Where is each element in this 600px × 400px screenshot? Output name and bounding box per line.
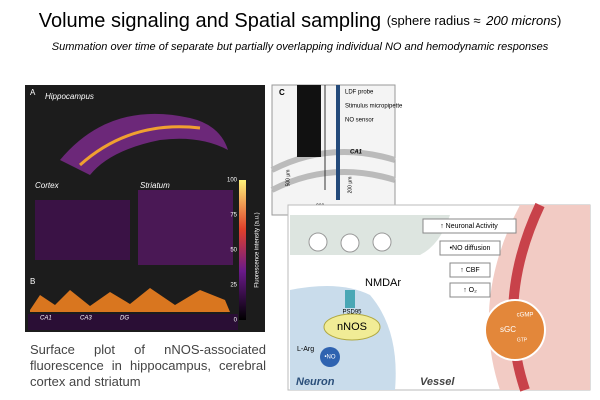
region-label: Cortex [35, 181, 60, 190]
ldf-probe [297, 85, 321, 157]
title-main: Volume signaling and Spatial sampling [39, 10, 381, 32]
no-molecule [320, 347, 340, 367]
cgmp-label: cGMP [517, 313, 534, 319]
colorbar-tick: 100 [227, 178, 238, 184]
vessel-wall [508, 202, 545, 392]
nnos [323, 313, 381, 341]
vessel-label: Vessel [420, 376, 455, 388]
scaffold-label: PSD95 [342, 310, 362, 316]
neuron-label: Neuron [296, 376, 335, 388]
panel-b-strip [28, 314, 238, 330]
step-box [449, 282, 491, 298]
title-note-close: ) [557, 13, 561, 28]
step-box [439, 240, 501, 256]
receptor-label: NMDAr [365, 277, 401, 289]
region-label: CA1 [350, 150, 363, 156]
region-label: Hippocampus [45, 92, 94, 101]
zoom-circle [484, 299, 546, 361]
probe-label: NO sensor [345, 118, 374, 124]
colorbar-tick: 25 [230, 283, 237, 289]
enzyme-label: nNOS [337, 321, 367, 333]
colorbar [239, 180, 246, 320]
hippocampus-peaks [78, 125, 201, 167]
colorbar-ticks: 100 75 50 25 0 [227, 178, 238, 324]
substrate-label: L-Arg [297, 346, 314, 353]
no-sensor [336, 85, 340, 200]
cortex-plot [35, 200, 130, 260]
panel-label: C [279, 88, 285, 97]
panel-label: B [30, 277, 35, 286]
presynaptic [290, 215, 450, 255]
dimension-label: 200 µm [347, 177, 353, 194]
panel-label: A [30, 88, 36, 97]
dimension-label: 500 µm [285, 170, 291, 187]
no-label: •NO [324, 355, 335, 361]
step-label: ↑ CBF [460, 267, 479, 274]
vesicle [308, 232, 328, 252]
striatum-plot [138, 190, 233, 265]
title-note: (sphere radius ≈ [387, 13, 481, 28]
step-label: ↑ Neuronal Activity [440, 223, 498, 230]
caption: Surface plot of nNOS-associated fluoresc… [30, 342, 266, 389]
colorbar-title: Fluorescence intensity (a.u.) [255, 212, 261, 287]
subtitle: Summation over time of separate but part… [52, 41, 549, 53]
region-label: DG [120, 316, 129, 322]
probe-label: LDF probe [345, 90, 374, 96]
step-label: ↑ O₂ [463, 287, 477, 294]
colorbar-tick: 0 [234, 318, 238, 324]
step-box [449, 262, 491, 278]
vesicle [372, 232, 392, 252]
tissue-band [270, 149, 396, 193]
region-label: CA1 [40, 316, 52, 322]
gtp-label: GTP [517, 337, 528, 343]
sgc-label: sGC [500, 325, 516, 334]
title: Volume signaling and Spatial sampling (s… [39, 10, 562, 32]
vesicle [340, 233, 360, 253]
colorbar-tick: 75 [230, 213, 237, 219]
region-label: CA3 [80, 316, 92, 322]
region-label: Striatum [140, 181, 170, 190]
step-box [422, 218, 517, 234]
colorbar-tick: 50 [230, 248, 237, 254]
step-label: •NO diffusion [450, 245, 491, 252]
probe-label: Stimulus micropipette [345, 104, 403, 110]
profile-plot [30, 288, 230, 312]
hippocampus-plot [60, 113, 228, 175]
receptor [345, 290, 355, 308]
title-note-value: 200 microns [485, 13, 557, 28]
